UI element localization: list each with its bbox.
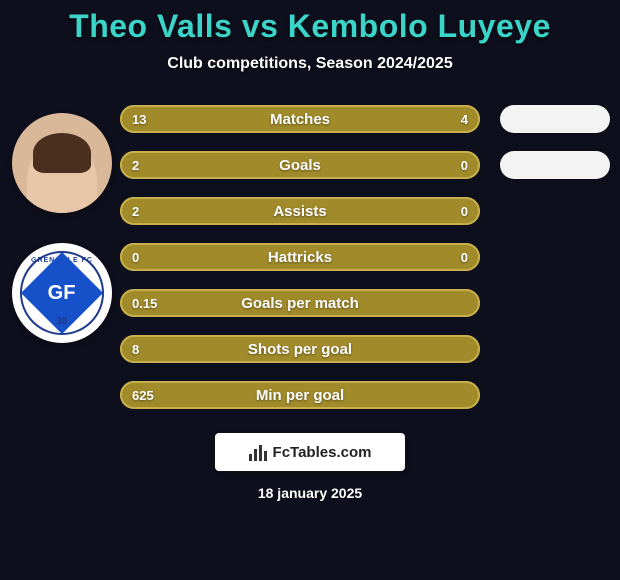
stat-right-value: 0 [461,151,468,179]
stat-bar: 2 Goals 0 [120,151,480,179]
stat-bar: 13 Matches 4 [120,105,480,133]
stat-left-value: 2 [132,197,139,225]
subtitle: Club competitions, Season 2024/2025 [0,55,620,73]
player2-club-crest: GRENOBLE FC GF 38 [12,243,112,343]
bar-chart-icon [249,443,267,461]
player1-face-icon [27,141,97,213]
stat-bar: 625 Min per goal [120,381,480,409]
stat-left-value: 0.15 [132,289,157,317]
stat-bar: 0.15 Goals per match [120,289,480,317]
crest-number: 38 [56,316,67,327]
stat-label: Assists [273,203,326,220]
stat-label: Shots per goal [248,341,352,358]
stats-bars: 13 Matches 4 2 Goals 0 2 Assists 0 0 Hattricks 0 0.1… [120,103,500,409]
avatars-column: GRENOBLE FC GF 38 [0,103,120,343]
stat-left-value: 625 [132,381,154,409]
main-row: GRENOBLE FC GF 38 13 Matches 4 2 Goals 0 2 Assi… [0,103,620,409]
stat-right-value: 0 [461,243,468,271]
stat-label: Goals per match [241,295,359,312]
stat-left-value: 8 [132,335,139,363]
side-pill [500,151,610,179]
stat-right-value: 4 [461,105,468,133]
credit-badge[interactable]: FcTables.com [215,433,405,471]
stat-left-value: 2 [132,151,139,179]
player1-avatar [12,113,112,213]
stat-label: Min per goal [256,387,344,404]
stat-right-value: 0 [461,197,468,225]
stat-label: Hattricks [268,249,332,266]
stat-bar: 0 Hattricks 0 [120,243,480,271]
stat-left-value: 13 [132,105,146,133]
side-pill [500,105,610,133]
date-text: 18 january 2025 [0,485,620,501]
comparison-card: Theo Valls vs Kembolo Luyeye Club compet… [0,0,620,580]
crest-letters: GF [48,282,76,305]
stat-bar: 8 Shots per goal [120,335,480,363]
pills-column [500,103,620,179]
stat-bar: 2 Assists 0 [120,197,480,225]
stat-label: Goals [279,157,321,174]
credit-text: FcTables.com [273,444,372,461]
stat-label: Matches [270,111,330,128]
player1-hair-icon [33,133,91,173]
crest-outer-ring: GRENOBLE FC GF 38 [20,251,104,335]
page-title: Theo Valls vs Kembolo Luyeye [0,8,620,45]
stat-left-value: 0 [132,243,139,271]
